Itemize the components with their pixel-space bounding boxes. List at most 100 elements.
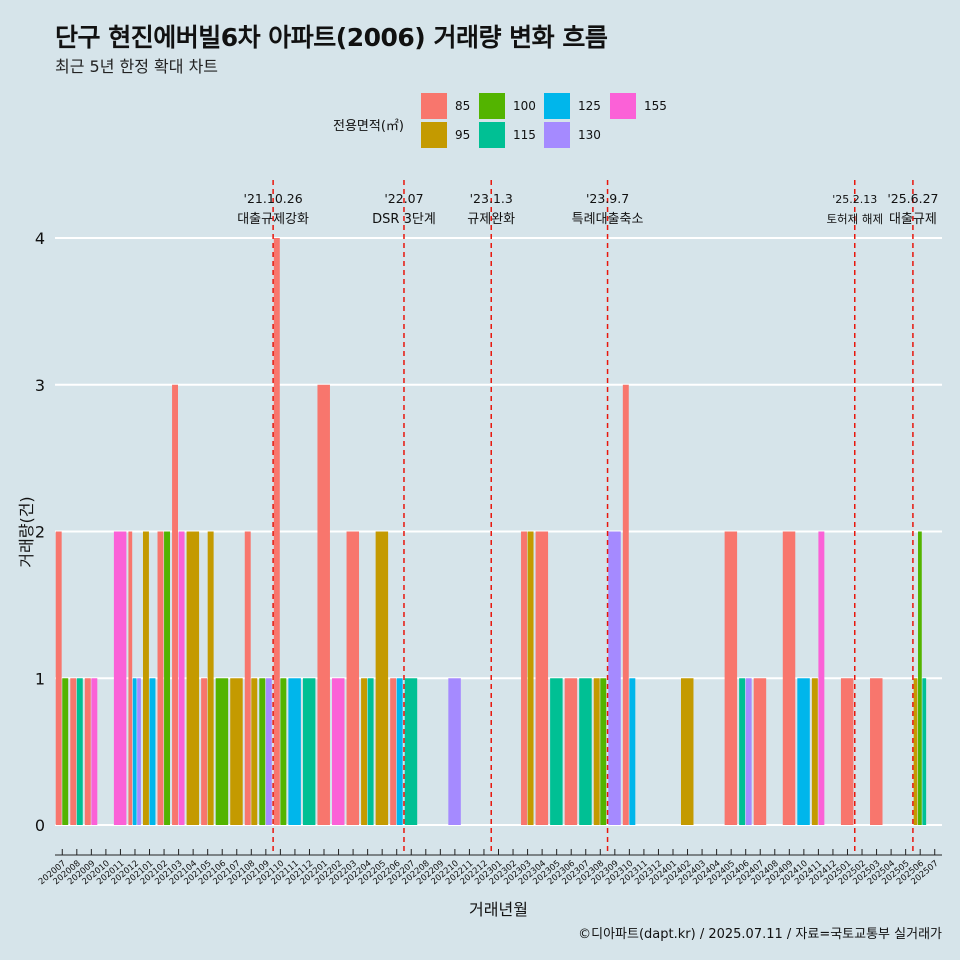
bar — [600, 678, 607, 825]
bar — [782, 531, 796, 825]
bar — [201, 678, 208, 825]
event-label: 대출규제강화 — [237, 212, 309, 227]
bar — [396, 678, 403, 825]
bar — [332, 678, 345, 825]
event-label: 토허제 해제 — [826, 212, 883, 226]
bar — [797, 678, 810, 825]
bar — [76, 678, 83, 825]
bar — [132, 678, 137, 825]
legend-swatch — [479, 122, 505, 148]
bar — [913, 678, 918, 825]
bar — [62, 678, 69, 825]
y-tick-label: 1 — [35, 669, 45, 688]
bar — [91, 678, 98, 825]
bar — [629, 678, 636, 825]
y-tick-label: 4 — [35, 229, 45, 248]
legend-label: 95 — [455, 128, 471, 142]
bar — [157, 531, 164, 825]
bar — [142, 531, 149, 825]
bar — [251, 678, 258, 825]
bar — [70, 678, 77, 825]
bar — [918, 531, 922, 825]
bar — [608, 531, 621, 825]
legend-label: 100 — [513, 99, 536, 113]
bar — [172, 384, 178, 825]
event-label: DSR 3단계 — [372, 212, 436, 227]
legend-item-85: 85 — [421, 93, 470, 119]
bar — [535, 531, 549, 825]
legend-item-130: 130 — [544, 122, 601, 148]
event-date: '23.1.3 — [470, 191, 513, 206]
bar — [280, 678, 287, 825]
legend-item-125: 125 — [544, 93, 601, 119]
bar — [818, 531, 825, 825]
bar — [564, 678, 578, 825]
y-tick-label: 2 — [35, 523, 45, 542]
legend-swatch — [544, 122, 570, 148]
legend-item-155: 155 — [610, 93, 667, 119]
bar — [178, 531, 185, 825]
bar — [164, 531, 171, 825]
legend-label: 115 — [513, 128, 536, 142]
bar — [317, 384, 330, 825]
bar — [448, 678, 461, 825]
event-date: '21.10.26 — [244, 191, 303, 206]
bar — [265, 678, 272, 825]
footer-credit: ©디아파트(dapt.kr) / 2025.07.11 / 자료=국토교통부 실… — [578, 927, 942, 942]
bar — [128, 531, 133, 825]
bar — [404, 678, 418, 825]
bar — [521, 531, 527, 825]
bar — [390, 678, 397, 825]
event-label: 대출규제 — [889, 212, 937, 227]
bar — [207, 531, 214, 825]
bar — [361, 678, 368, 825]
bar — [273, 238, 280, 825]
bar — [870, 678, 883, 825]
legend-item-100: 100 — [479, 93, 536, 119]
bar — [137, 678, 141, 825]
bar — [244, 531, 251, 825]
legend-swatch — [421, 93, 447, 119]
event-date: '25.2.13 — [832, 193, 877, 206]
legend-swatch — [544, 93, 570, 119]
bar — [259, 678, 266, 825]
bar — [288, 678, 301, 825]
bar — [724, 531, 738, 825]
legend-item-115: 115 — [479, 122, 536, 148]
bar — [922, 678, 927, 825]
bar — [230, 678, 243, 825]
chart-title: 단구 현진에버빌6차 아파트(2006) 거래량 변화 흐름 — [55, 23, 608, 52]
bar — [680, 678, 694, 825]
bar — [550, 678, 563, 825]
bar — [215, 678, 229, 825]
y-tick-label: 0 — [35, 816, 45, 835]
legend-label: 85 — [455, 99, 471, 113]
x-axis-label: 거래년월 — [469, 900, 528, 919]
event-date: '23.9.7 — [586, 191, 629, 206]
y-axis-label: 거래량(건) — [17, 496, 36, 567]
bar — [367, 678, 374, 825]
bar — [375, 531, 389, 825]
event-date: '25.6.27 — [887, 191, 938, 206]
event-label: 특례대출축소 — [572, 212, 644, 227]
legend-swatch — [610, 93, 636, 119]
bar — [55, 531, 62, 825]
legend-swatch — [479, 93, 505, 119]
bar — [753, 678, 767, 825]
bar — [811, 678, 818, 825]
bar — [302, 678, 316, 825]
event-date: '22.07 — [384, 191, 423, 206]
legend-swatch — [421, 122, 447, 148]
bar — [346, 531, 360, 825]
bar — [745, 678, 752, 825]
bar — [593, 678, 600, 825]
bar — [84, 678, 91, 825]
legend-label: 130 — [578, 128, 601, 142]
bar — [186, 531, 200, 825]
bar — [840, 678, 854, 825]
legend-label: 125 — [578, 99, 601, 113]
bar — [113, 531, 127, 825]
legend-item-95: 95 — [421, 122, 470, 148]
bar — [739, 678, 746, 825]
